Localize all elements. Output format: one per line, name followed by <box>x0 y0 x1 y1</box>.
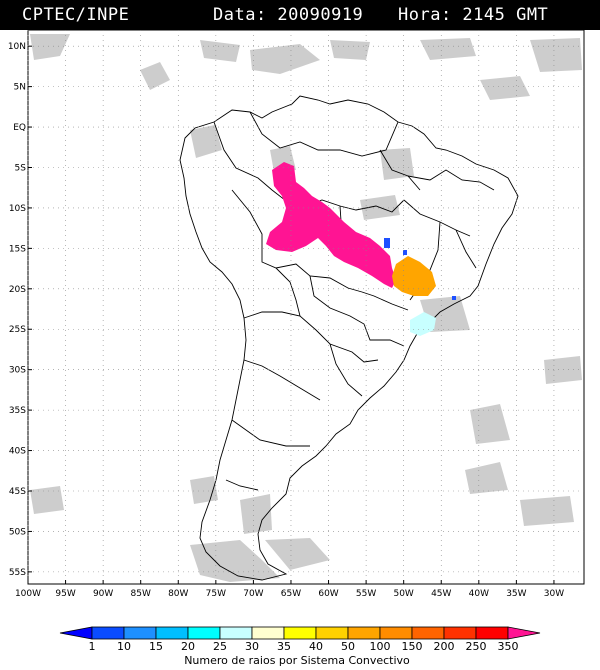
date-label: Data: 20090919 <box>213 5 364 25</box>
lat-label: 5S <box>15 163 27 173</box>
graticule <box>27 30 584 584</box>
coastline <box>179 95 519 581</box>
colorbar-tick-label: 35 <box>277 640 291 653</box>
colorbar-tick-label: 100 <box>370 640 391 653</box>
longitude-labels: 100W 95W 90W 85W 80W 75W 70W 65W 60W 55W 50W 45W 40W… <box>15 589 564 599</box>
lat-label: 15S <box>9 244 26 254</box>
lon-label: 55W <box>356 589 376 599</box>
lon-label: 35W <box>506 589 526 599</box>
lon-label: 100W <box>15 589 41 599</box>
lat-label: 50S <box>9 527 26 537</box>
colorbar-tick-label: 10 <box>117 640 131 653</box>
lat-label: 55S <box>9 568 26 578</box>
colorbar-swatch <box>91 626 125 640</box>
colorbar-tick-label: 50 <box>341 640 355 653</box>
system-small-blue-cells <box>384 238 456 300</box>
colorbar-swatch <box>507 626 541 640</box>
colorbar-swatch <box>59 626 93 640</box>
lat-label: EQ <box>13 123 26 133</box>
system-minas-gerais <box>392 256 436 296</box>
colorbar-tick-label: 200 <box>434 640 455 653</box>
time-label: Hora: 2145 GMT <box>398 5 549 25</box>
lon-label: 90W <box>93 589 113 599</box>
colorbar-swatch <box>155 626 189 640</box>
lon-label: 30W <box>544 589 564 599</box>
colorbar-swatch <box>379 626 413 640</box>
lon-label: 80W <box>168 589 188 599</box>
lon-label: 75W <box>206 589 226 599</box>
colorbar-tick-label: 40 <box>309 640 323 653</box>
colorbar-swatch <box>443 626 477 640</box>
colorbar-swatch <box>347 626 381 640</box>
cloud-cover <box>30 34 582 582</box>
lat-label: 30S <box>9 366 26 376</box>
lat-label: 10S <box>9 204 26 214</box>
lat-label: 5N <box>14 83 26 93</box>
colorbar-swatch <box>187 626 221 640</box>
convective-systems <box>266 162 456 336</box>
colorbar-swatch <box>123 626 157 640</box>
colorbar-tick-label: 1 <box>89 640 96 653</box>
colorbar-tick-label: 350 <box>498 640 519 653</box>
colorbar: 1 10 15 20 25 30 35 40 50 100 150 200 250 350 <box>59 626 541 653</box>
lon-label: 85W <box>131 589 151 599</box>
lat-label: 40S <box>9 447 26 457</box>
colorbar-tick-label: 150 <box>402 640 423 653</box>
system-west-central-brazil <box>266 162 396 288</box>
colorbar-swatch <box>315 626 349 640</box>
colorbar-tick-label: 20 <box>181 640 195 653</box>
lon-label: 60W <box>318 589 338 599</box>
lon-label: 45W <box>431 589 451 599</box>
lat-label: 10N <box>8 42 26 52</box>
colorbar-title: Numero de raios por Sistema Convectivo <box>184 654 410 667</box>
colorbar-tick-label: 30 <box>245 640 259 653</box>
colorbar-swatch <box>475 626 509 640</box>
source-label: CPTEC/INPE <box>22 5 130 25</box>
lon-label: 40W <box>469 589 489 599</box>
system-parana-cyan <box>410 312 436 336</box>
lon-label: 95W <box>55 589 75 599</box>
lon-label: 70W <box>243 589 263 599</box>
map-panel: 10N5NEQ5S10S15S20S25S30S35S40S45S50S55S … <box>8 29 585 599</box>
lat-label: 45S <box>9 487 26 497</box>
colorbar-swatch <box>283 626 317 640</box>
lon-label: 65W <box>281 589 301 599</box>
colorbar-swatch <box>251 626 285 640</box>
lat-label: 25S <box>9 325 26 335</box>
latitude-labels: 10N 5N EQ 5S 10S 15S 20S 25S 30S 35S 40S 45S 50S 55S <box>8 42 26 578</box>
colorbar-swatch <box>411 626 445 640</box>
colorbar-tick-label: 15 <box>149 640 163 653</box>
colorbar-swatch <box>219 626 253 640</box>
lat-label: 20S <box>9 285 26 295</box>
title-bar: CPTEC/INPE Data: 20090919 Hora: 2145 GMT <box>0 0 600 30</box>
colorbar-tick-label: 250 <box>466 640 487 653</box>
lat-label: 35S <box>9 406 26 416</box>
colorbar-tick-label: 25 <box>213 640 227 653</box>
lon-label: 50W <box>393 589 413 599</box>
